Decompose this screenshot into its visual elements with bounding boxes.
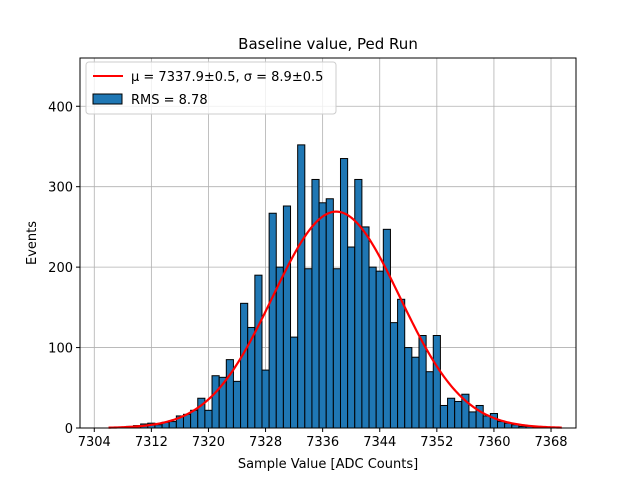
y-axis-label: Events	[25, 221, 40, 265]
histogram-bar	[482, 415, 491, 429]
histogram-bar	[339, 158, 349, 429]
histogram-bar	[332, 268, 341, 429]
histogram-bar	[375, 270, 384, 429]
x-tick-label: 7312	[135, 435, 168, 450]
histogram-bar	[168, 421, 177, 429]
histogram-bar	[361, 226, 370, 429]
chart-title: Baseline value, Ped Run	[238, 35, 418, 53]
histogram-bar	[382, 228, 391, 429]
histogram-bar	[290, 336, 299, 429]
histogram-bar	[425, 371, 434, 429]
histogram-bar	[282, 205, 292, 429]
gaussian-fit-curve	[108, 210, 562, 429]
plot-area: 7304 7312 7320 7328 7336 7344 7352 7360 7368 0 100…	[48, 57, 577, 450]
histogram-bar	[325, 198, 334, 429]
histogram-bar	[297, 144, 306, 429]
histogram-bar	[389, 322, 399, 429]
histogram-bar	[211, 375, 220, 429]
x-tick-label: 7336	[306, 435, 339, 450]
legend: μ = 7337.9±0.5, σ = 8.9±0.5 RMS = 8.78	[85, 61, 337, 115]
x-tick-label: 7320	[192, 435, 225, 450]
y-tick-label: 300	[48, 181, 73, 196]
x-tick-label: 7368	[534, 435, 567, 450]
histogram-bar	[318, 202, 327, 429]
y-tick-label: 200	[48, 261, 73, 276]
histogram-bar	[368, 266, 377, 429]
histogram-bar	[496, 421, 506, 429]
histogram-bar	[254, 274, 263, 429]
histogram-bar	[468, 411, 477, 429]
histogram-bar	[240, 302, 249, 429]
legend-box	[85, 61, 337, 115]
histogram-bar	[275, 266, 284, 429]
x-tick-label: 7304	[78, 435, 111, 450]
histogram-bar	[204, 409, 213, 429]
legend-histogram-label: RMS = 8.78	[131, 93, 208, 108]
histogram-bar	[411, 356, 420, 429]
histogram-bar	[439, 404, 449, 429]
histogram-bar	[454, 400, 463, 429]
x-tick-label: 7352	[420, 435, 453, 450]
histogram-bar	[268, 212, 277, 429]
histogram-bar	[354, 178, 363, 429]
legend-fit-label: μ = 7337.9±0.5, σ = 8.9±0.5	[131, 70, 323, 85]
histogram-bar	[232, 380, 242, 429]
histogram-bar	[311, 178, 320, 429]
histogram-bar	[404, 347, 413, 429]
histogram-bar	[347, 246, 356, 429]
x-tick-label: 7328	[249, 435, 282, 450]
x-tick-label: 7360	[477, 435, 510, 450]
legend-histogram-swatch	[92, 93, 123, 105]
axes-frame	[79, 57, 577, 429]
y-tick-label: 100	[48, 342, 73, 357]
histogram-bar	[447, 397, 456, 429]
histogram-bar	[304, 268, 313, 429]
histogram-bar	[397, 298, 406, 429]
x-axis-label: Sample Value [ADC Counts]	[238, 457, 418, 472]
y-tick-label: 0	[65, 422, 73, 437]
histogram-bar	[432, 335, 441, 429]
x-tick-label: 7344	[363, 435, 396, 450]
y-tick-label: 400	[48, 100, 73, 115]
histogram-bar	[418, 335, 427, 429]
histogram-bar	[261, 369, 270, 429]
histogram-bar	[489, 413, 498, 429]
